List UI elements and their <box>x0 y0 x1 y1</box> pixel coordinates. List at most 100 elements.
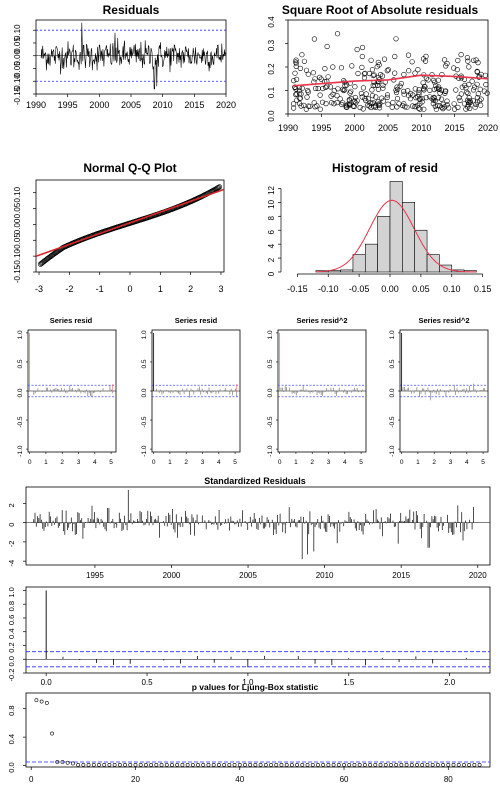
scatter-point <box>415 66 421 73</box>
qq-x-tick-label: -1 <box>96 284 104 294</box>
histogram-y-tick-label: 0 <box>267 271 276 276</box>
scatter-point <box>455 104 461 110</box>
scatter-point <box>361 71 368 77</box>
pvalue-point <box>50 731 54 736</box>
std-resid-title: Standardized Residuals <box>204 476 306 486</box>
std-resid-x-tick-label: 2005 <box>239 571 257 580</box>
acf-std-y-tick-label: 0.8 <box>7 601 16 611</box>
scatter-point <box>433 82 439 89</box>
pvalue-point <box>279 762 284 767</box>
acf-y-tick-label: 1.0 <box>267 330 274 339</box>
acf-std-x-tick-label: 2.0 <box>444 678 456 687</box>
scatter-point <box>340 100 346 106</box>
ljung-box-x-tick-label: 20 <box>131 775 140 784</box>
pvalue-point <box>216 762 221 767</box>
scatter-point <box>351 98 358 104</box>
scatter-point <box>378 71 384 78</box>
scatter-point <box>464 89 470 95</box>
pvalue-point <box>368 762 372 767</box>
scatter-point <box>434 85 440 91</box>
pvalue-point <box>300 762 305 767</box>
pvalue-point <box>138 762 143 767</box>
scatter-point <box>303 106 309 112</box>
scatter-point <box>429 72 435 78</box>
smooth-fit-line <box>293 74 489 87</box>
pvalue-point <box>107 762 112 767</box>
std-resid-x-tick-label: 2000 <box>163 571 181 580</box>
acf-x-tick-label: 2 <box>184 459 188 466</box>
scatter-point <box>412 104 418 110</box>
scatter-point <box>417 96 423 102</box>
scatter-point <box>443 63 449 69</box>
acf-y-tick-label: 0.5 <box>389 359 396 368</box>
acf-x-tick-label: 1 <box>44 459 48 466</box>
scatter-point <box>359 44 366 51</box>
pvalue-point <box>347 762 352 767</box>
scatter-point <box>334 99 340 106</box>
qq-reference-line <box>35 188 225 258</box>
scatter-point <box>459 84 465 90</box>
scatter-point <box>299 52 305 58</box>
scatter-point <box>370 72 376 79</box>
scatter-point <box>469 78 475 84</box>
scatter-point <box>432 98 439 104</box>
pvalue-point <box>378 762 383 767</box>
acf-x-tick-label: 4 <box>217 459 221 466</box>
pvalue-point <box>326 762 331 767</box>
pvalue-point <box>71 761 75 766</box>
pvalue-point <box>451 762 456 767</box>
pvalue-point <box>102 762 107 767</box>
histogram-bar <box>414 229 428 273</box>
scatter-point <box>314 103 320 109</box>
pvalue-point <box>243 762 247 767</box>
scatter-point <box>355 70 361 77</box>
scatter-point <box>315 85 321 92</box>
std-resid-x-tick-label: 2010 <box>316 571 334 580</box>
ljung-box-x-tick-label: 60 <box>340 775 349 784</box>
scatter-point <box>384 94 390 100</box>
pvalue-point <box>295 762 300 767</box>
residuals-x-tick-label: 2010 <box>153 100 173 110</box>
acf-panel-title: Series resid^2 <box>418 316 469 325</box>
scatter-point <box>474 81 480 87</box>
pvalue-point <box>394 762 399 767</box>
acf-y-tick-label: 1.0 <box>17 330 24 339</box>
acf-x-tick-label: 1 <box>294 459 298 466</box>
scatter-point <box>442 88 448 94</box>
scatter-point <box>354 46 360 53</box>
scatter-point <box>458 51 464 58</box>
scatter-point <box>311 36 318 42</box>
scatter-point <box>377 105 383 111</box>
acf-y-tick-label: 0.0 <box>267 388 274 397</box>
sqrt-abs-x-tick-label: 2000 <box>345 123 365 133</box>
scatter-point <box>454 66 460 73</box>
scatter-point <box>291 77 297 84</box>
acf-panel-1: Series resid 0 1 2 3 4 5 1.0 0.5 0.0 -0.5 -1.0 <box>17 316 117 466</box>
pvalue-point <box>185 762 190 767</box>
std-resid-x-tick-label: 1995 <box>86 571 104 580</box>
scatter-point <box>312 76 318 82</box>
scatter-point <box>446 105 452 111</box>
acf-x-tick-label: 3 <box>327 459 331 466</box>
pvalue-point <box>81 762 86 767</box>
acf-x-tick-label: 4 <box>93 459 97 466</box>
qq-y-tick-label: 0.00 <box>13 218 22 234</box>
ljung-box-y-tick-label: 0.4 <box>7 734 16 744</box>
acf-x-tick-label: 0 <box>400 459 404 466</box>
scatter-point <box>433 106 440 112</box>
scatter-point <box>408 90 414 97</box>
scatter-point <box>417 106 423 112</box>
scatter-point <box>327 84 334 90</box>
acf-x-tick-label: 2 <box>60 459 64 466</box>
pvalue-point <box>211 762 216 767</box>
residuals-y-tick-label: -0.10 <box>13 74 22 93</box>
scatter-point <box>362 70 368 76</box>
scatter-point <box>372 82 378 88</box>
pvalue-point <box>117 762 122 767</box>
acf-std-x-tick-label: 0.0 <box>41 678 53 687</box>
scatter-point <box>341 87 347 94</box>
scatter-point <box>310 70 316 76</box>
scatter-point <box>394 84 400 90</box>
ljung-box-plot: 0 20 40 60 80 0.8 0.4 0.0 <box>7 692 491 784</box>
